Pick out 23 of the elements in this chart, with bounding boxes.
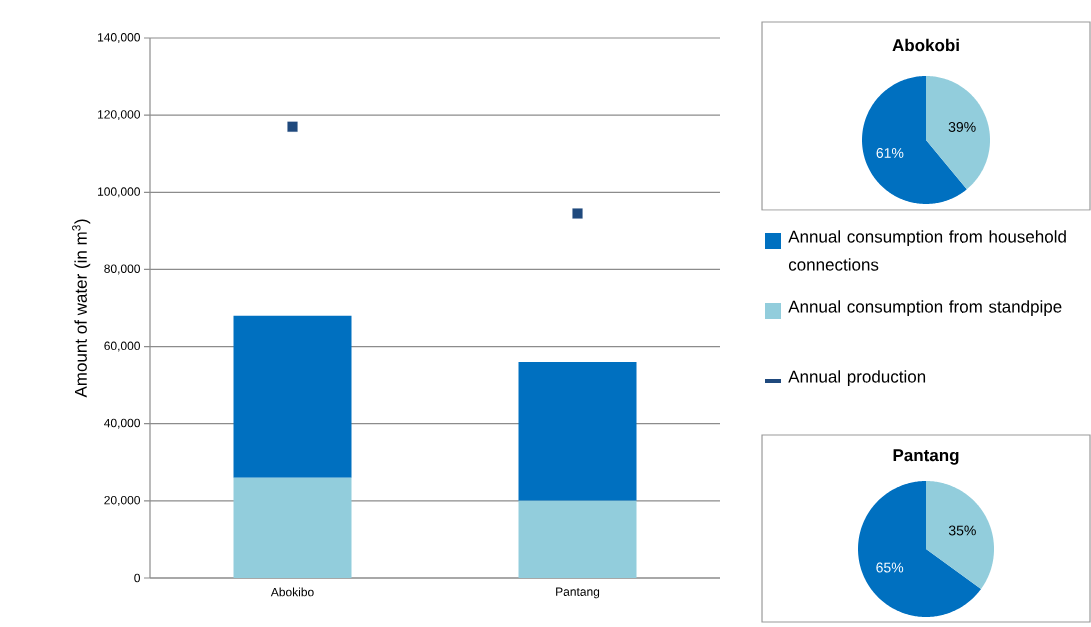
chart-title: Abokobi xyxy=(892,38,959,52)
bar xyxy=(518,500,637,578)
y-tick-label: 0 xyxy=(134,573,141,583)
y-tick-label: 40,000 xyxy=(104,418,140,429)
y-tick-label: 100,000 xyxy=(98,187,140,198)
data-label: 65% xyxy=(876,562,904,573)
data-label: 39% xyxy=(948,122,976,132)
y-tick-label: 120,000 xyxy=(98,110,140,121)
y-tick-label: 140,000 xyxy=(98,33,140,43)
legend-label: Annual consumption from standpipe xyxy=(788,300,1062,317)
x-tick-label: Abokibo xyxy=(270,587,314,597)
data-label: 61% xyxy=(876,148,904,158)
legend-label: Annual production xyxy=(788,370,926,387)
y-tick-label: 80,000 xyxy=(104,264,140,275)
bar xyxy=(233,315,352,478)
legend-label: Annual consumption from household connections xyxy=(788,230,1066,271)
bar xyxy=(233,477,352,578)
y-axis-title: Amount of water (in m$^{3}$) xyxy=(72,219,91,398)
bar xyxy=(518,362,637,501)
y-tick-label: 60,000 xyxy=(104,341,140,352)
data-label: 35% xyxy=(948,525,976,536)
chart-title: Pantang xyxy=(893,449,959,465)
y-tick-label: 20,000 xyxy=(104,495,140,506)
